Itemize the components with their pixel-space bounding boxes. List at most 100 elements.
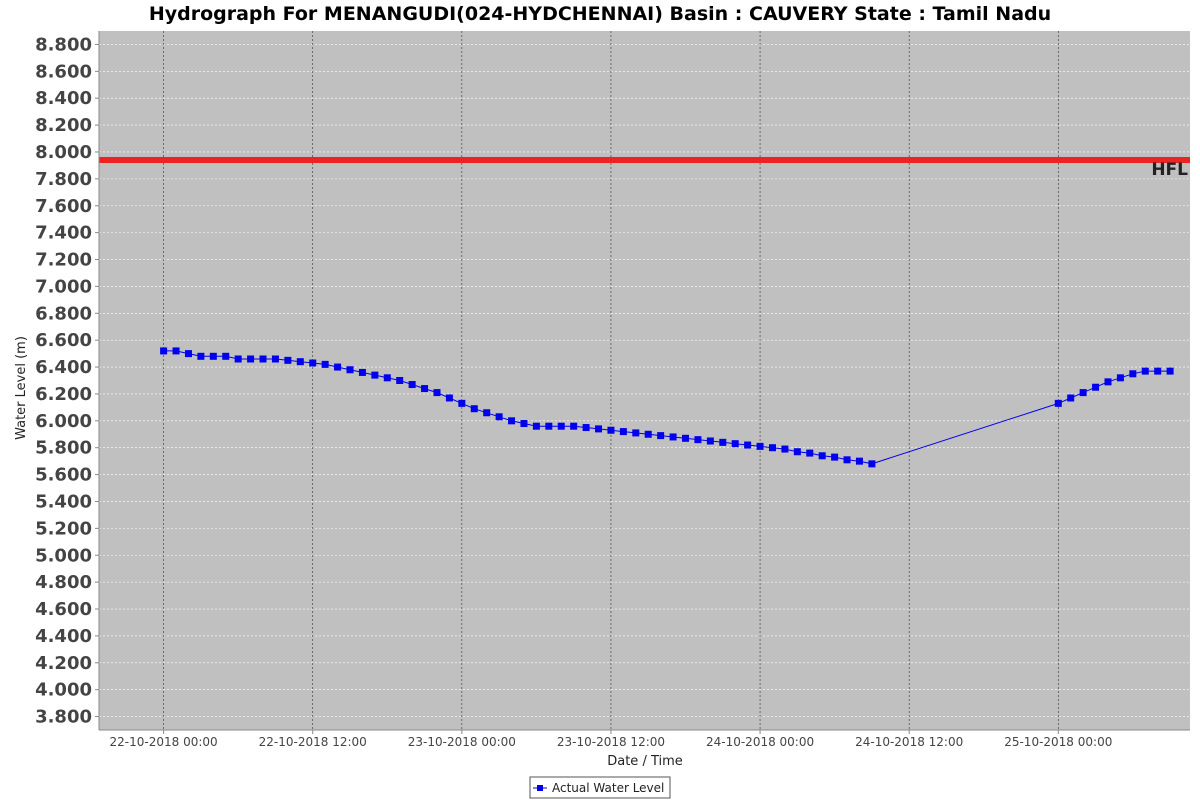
data-point <box>445 394 453 402</box>
data-point <box>1166 367 1174 375</box>
y-tick-label: 8.800 <box>35 34 92 55</box>
data-point <box>197 352 205 360</box>
data-point <box>818 452 826 460</box>
data-point <box>234 355 242 363</box>
legend-box <box>529 776 671 799</box>
y-tick-label: 6.600 <box>35 330 92 351</box>
data-point <box>1092 383 1100 391</box>
x-tick-label: 25-10-2018 00:00 <box>1004 735 1112 749</box>
data-point <box>222 352 230 360</box>
data-point <box>470 405 478 413</box>
x-axis-ticks: 22-10-2018 00:00 22-10-2018 12:00 23-10-20… <box>110 730 1112 749</box>
data-point <box>793 448 801 456</box>
data-point <box>1104 378 1112 386</box>
y-tick-label: 5.400 <box>35 491 92 512</box>
y-tick-label: 7.200 <box>35 250 92 271</box>
data-point <box>508 417 516 425</box>
y-tick-label: 7.800 <box>35 169 92 190</box>
data-point <box>296 358 304 366</box>
data-point <box>1141 367 1149 375</box>
data-point <box>172 347 180 355</box>
chart-title: Hydrograph For MENANGUDI(024-HYDCHENNAI)… <box>149 3 1051 25</box>
y-tick-label: 6.800 <box>35 303 92 324</box>
legend: Actual Water Level <box>529 776 671 799</box>
data-point <box>1079 389 1087 397</box>
y-tick-label: 6.400 <box>35 357 92 378</box>
data-point <box>184 350 192 358</box>
data-point <box>1067 394 1075 402</box>
y-axis-label: Water Level (m) <box>14 336 29 440</box>
data-point <box>781 445 789 453</box>
data-point <box>619 428 627 436</box>
grid-lines <box>99 31 1190 730</box>
data-point <box>160 347 168 355</box>
data-point <box>843 456 851 464</box>
data-point <box>644 430 652 438</box>
data-point <box>495 413 503 421</box>
data-point <box>855 457 863 465</box>
data-point <box>744 441 752 449</box>
data-point <box>259 355 267 363</box>
x-tick-label: 24-10-2018 12:00 <box>855 735 963 749</box>
y-tick-label: 5.200 <box>35 518 92 539</box>
data-point <box>595 425 603 433</box>
data-point <box>557 422 565 430</box>
x-axis-label: Date / Time <box>607 754 683 769</box>
data-point <box>657 432 665 440</box>
data-point <box>669 433 677 441</box>
data-point <box>768 444 776 452</box>
data-point <box>545 422 553 430</box>
data-point <box>334 363 342 371</box>
data-point <box>309 359 317 367</box>
data-point <box>421 385 429 393</box>
series-layer <box>160 347 1174 468</box>
y-tick-label: 4.600 <box>35 599 92 620</box>
y-tick-label: 4.000 <box>35 680 92 701</box>
y-tick-label: 7.400 <box>35 223 92 244</box>
data-point <box>570 422 578 430</box>
data-point <box>1154 367 1162 375</box>
data-point <box>1116 374 1124 382</box>
y-tick-label: 4.200 <box>35 653 92 674</box>
y-tick-label: 7.600 <box>35 196 92 217</box>
data-point <box>868 460 876 468</box>
y-tick-label: 6.000 <box>35 411 92 432</box>
data-point <box>284 356 292 364</box>
data-point <box>632 429 640 437</box>
x-tick-label: 22-10-2018 12:00 <box>259 735 367 749</box>
data-point <box>694 436 702 444</box>
y-tick-label: 7.000 <box>35 276 92 297</box>
data-point <box>321 360 329 368</box>
data-point <box>383 374 391 382</box>
y-tick-label: 8.600 <box>35 61 92 82</box>
data-point <box>806 449 814 457</box>
data-point <box>831 453 839 461</box>
hfl-layer: HFL <box>99 157 1190 180</box>
data-point <box>731 440 739 448</box>
y-tick-label: 5.800 <box>35 438 92 459</box>
data-point <box>607 426 615 434</box>
hfl-label: HFL <box>1151 160 1188 180</box>
data-point <box>458 399 466 407</box>
y-tick-label: 5.600 <box>35 465 92 486</box>
data-point <box>358 368 366 376</box>
plot-area <box>99 31 1190 730</box>
legend-label: Actual Water Level <box>552 781 664 795</box>
data-point <box>371 371 379 379</box>
x-tick-label: 23-10-2018 00:00 <box>408 735 516 749</box>
data-point <box>271 355 279 363</box>
data-point <box>346 366 354 374</box>
data-point <box>682 434 690 442</box>
y-tick-label: 8.400 <box>35 88 92 109</box>
data-point <box>532 422 540 430</box>
y-tick-label: 6.200 <box>35 384 92 405</box>
y-tick-label: 5.000 <box>35 545 92 566</box>
data-point <box>520 420 528 428</box>
data-point <box>408 381 416 389</box>
data-point <box>209 352 217 360</box>
legend-marker-swatch <box>537 785 543 791</box>
data-point <box>582 424 590 432</box>
y-tick-label: 8.200 <box>35 115 92 136</box>
y-tick-label: 3.800 <box>35 707 92 728</box>
